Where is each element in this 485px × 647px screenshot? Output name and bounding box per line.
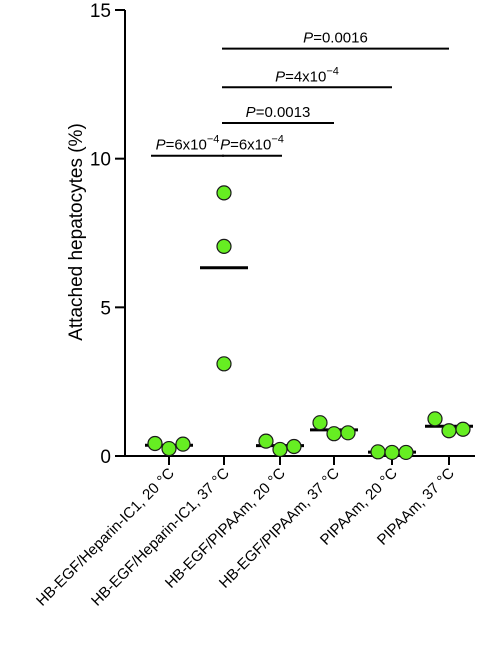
data-point	[398, 444, 414, 461]
data-point	[286, 438, 302, 455]
y-axis: 0 5 10 15	[90, 1, 126, 468]
comparison-label: P=0.0013	[246, 104, 311, 121]
data-point	[427, 411, 443, 427]
y-tick-label: 10	[90, 150, 111, 171]
comparison-label: P=4x10−4	[275, 65, 339, 85]
y-tick-label: 15	[90, 1, 111, 22]
data-point	[326, 426, 342, 442]
mean-bars	[145, 266, 473, 454]
data-point	[161, 440, 177, 457]
data-point	[455, 421, 471, 437]
data-point	[384, 444, 400, 461]
y-tick-label: 0	[100, 447, 111, 468]
comparison-label: P=6x10−4	[220, 134, 284, 154]
data-point	[370, 444, 386, 460]
data-point	[216, 238, 232, 254]
comparison-label: P=0.0016	[303, 30, 368, 47]
data-point	[258, 433, 274, 449]
comparison-label: P=6x10−4	[156, 134, 220, 154]
significance-brackets: P=6x10−4 P=6x10−4 P=0.0013 P=4x10−4 P=0.0016	[151, 30, 449, 157]
data-point	[441, 423, 457, 439]
data-points	[147, 185, 471, 461]
y-tick-label: 5	[100, 298, 111, 319]
data-point	[216, 185, 232, 201]
data-point	[312, 415, 328, 431]
data-point	[175, 436, 191, 452]
data-point	[216, 356, 232, 372]
x-axis: HB-EGF/Heparin-IC1, 20 °CHB-EGF/Heparin-…	[33, 455, 475, 610]
data-point	[147, 435, 163, 452]
data-point	[272, 441, 288, 458]
y-axis-title: Attached hepatocytes (%)	[66, 123, 87, 341]
data-point	[340, 425, 356, 441]
